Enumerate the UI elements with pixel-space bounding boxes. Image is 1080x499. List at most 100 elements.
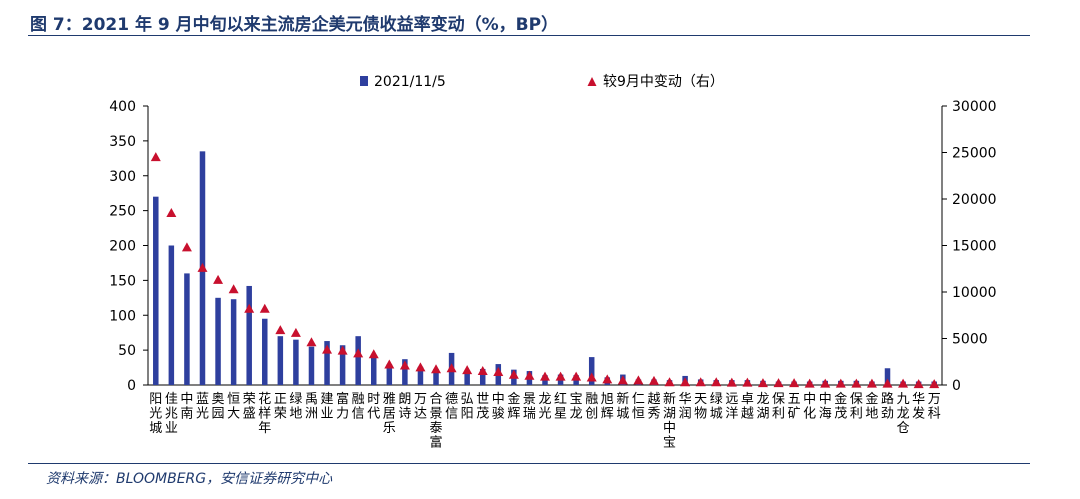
right-tick-label: 15000 [952,239,997,255]
x-tick-label: 融创 [585,392,598,422]
legend: 2021/11/5 较9月中变动（右） [360,74,724,90]
x-tick-label: 九龙仓 [897,392,910,436]
bar [355,336,361,385]
bar [464,371,470,385]
x-tick-label: 金茂 [834,391,847,422]
triangle-marker [586,372,597,382]
x-tick-label: 金地 [865,391,878,422]
left-tick-label: 300 [109,169,136,185]
bar [884,368,891,385]
triangle-marker [290,327,301,337]
x-tick-label: 保利 [850,392,863,422]
bar [417,366,424,385]
x-tick-label: 金辉 [507,391,520,422]
x-tick-label: 蓝光 [196,392,209,422]
x-tick-label: 中海 [819,392,832,422]
x-tick-label: 远洋 [725,392,738,422]
right-tick-label: 10000 [952,285,997,301]
triangle-marker [555,371,566,381]
legend-triangle-label: 较9月中变动（右） [603,74,724,90]
x-tick-label: 绿地 [289,392,302,422]
triangle-marker [368,349,379,359]
triangle-marker [866,378,877,388]
source-note: 资料来源：BLOOMBERG，安信证券研究中心 [46,471,333,487]
figure-title: 图 7：2021 年 9 月中旬以来主流房企美元债收益率变动（%，BP） [30,15,559,35]
triangle-marker [851,378,862,388]
triangle-marker [259,303,270,313]
triangle-marker [617,375,628,385]
x-tick-label: 荣盛 [243,392,256,422]
triangle-marker [275,325,286,335]
bar [370,355,377,385]
x-tick-label: 雅居乐 [383,392,396,436]
x-tick-label: 万达 [414,392,427,422]
x-tick-label: 天物 [694,392,707,422]
x-tick-label: 景瑞 [523,392,536,422]
triangle-marker [789,378,800,388]
triangle-marker [353,348,364,358]
bar [308,346,315,385]
x-tick-label: 时代 [367,392,380,422]
triangle-marker [726,377,737,387]
right-tick-label: 0 [952,378,961,394]
triangle-marker [773,378,784,388]
bar [246,285,252,385]
right-tick-label: 20000 [952,192,997,208]
triangle-marker [898,378,909,388]
triangle-marker [399,360,410,370]
triangle-marker [524,370,535,380]
bar [433,368,439,385]
triangle-marker [680,377,691,387]
x-tick-label: 禹洲 [305,392,318,422]
x-tick-label: 佳兆业 [165,392,178,436]
x-tick-label: 德信 [445,392,458,422]
footer-rule [28,463,1030,464]
right-tick-label: 30000 [952,99,997,115]
x-tick-label: 建业 [321,392,334,422]
x-tick-label: 恒大 [227,392,240,422]
triangle-marker [477,366,488,376]
triangle-marker [384,359,395,369]
x-tick-label: 中南 [180,392,193,422]
x-tick-label: 融信 [352,392,365,422]
triangle-marker [508,369,519,379]
left-tick-label: 150 [109,273,136,289]
left-tick-label: 400 [109,99,136,115]
triangle-marker [742,377,753,387]
x-tick-label: 五矿 [788,392,801,422]
bar [184,273,190,385]
triangle-marker [166,207,177,217]
x-tick-label: 龙湖 [756,392,769,422]
x-tick-label: 万科 [928,392,941,422]
x-tick-label: 中化 [803,392,816,422]
bar [339,345,346,385]
x-tick-label: 越秀 [647,392,660,422]
bar [588,357,595,385]
right-tick-label: 5000 [952,332,988,348]
x-tick-label: 仁恒 [632,392,645,422]
title-rule [28,35,1030,36]
right-tick-label: 25000 [952,146,997,162]
triangle-marker [150,152,161,162]
triangle-marker [415,362,426,372]
x-tick-label: 华润 [679,392,692,422]
triangle-marker [804,378,815,388]
x-tick-label: 华发 [912,392,925,422]
bar [293,339,299,385]
triangle-marker [835,378,846,388]
bar [215,297,221,385]
left-tick-label: 200 [109,239,136,255]
triangle-marker [181,242,192,252]
x-tick-label: 卓越 [741,392,754,422]
left-tick-label: 0 [127,378,136,394]
triangle-marker [431,364,442,374]
x-tick-label: 新湖中宝 [663,391,676,451]
bar [479,368,486,385]
x-tick-label: 绿城 [710,392,723,422]
triangle-marker [633,375,644,385]
left-tick-label: 250 [109,204,136,220]
triangle-marker [228,284,239,294]
x-tick-label: 龙光 [538,392,551,422]
triangle-marker [757,378,768,388]
